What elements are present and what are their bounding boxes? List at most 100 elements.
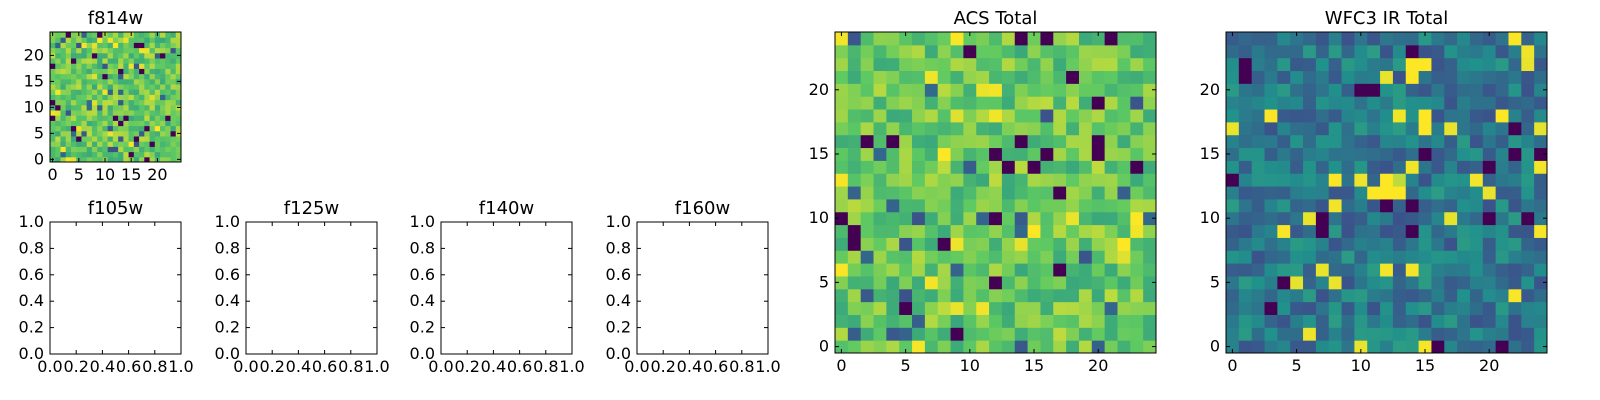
heatmap-cell bbox=[102, 73, 109, 80]
heatmap-cell bbox=[1014, 288, 1029, 303]
heatmap-cell bbox=[97, 47, 103, 54]
heatmap-cell bbox=[1014, 147, 1029, 161]
heatmap-cell bbox=[1130, 288, 1144, 303]
heatmap-cell bbox=[835, 32, 849, 46]
heatmap-cell bbox=[924, 263, 939, 277]
x-tick-label: 0 bbox=[836, 356, 846, 375]
heatmap-cell bbox=[1405, 250, 1420, 264]
heatmap-cell bbox=[175, 58, 182, 64]
heatmap-cell bbox=[1367, 134, 1381, 149]
heatmap-cell bbox=[1508, 340, 1522, 354]
heatmap-cell bbox=[149, 94, 156, 101]
heatmap-cell bbox=[912, 83, 926, 97]
heatmap-cell bbox=[102, 47, 109, 54]
heatmap-cell bbox=[170, 84, 177, 90]
heatmap-cell bbox=[1290, 198, 1304, 213]
heatmap-cell bbox=[1534, 211, 1548, 226]
heatmap-cell bbox=[912, 263, 926, 277]
heatmap-cell bbox=[1238, 160, 1253, 174]
heatmap-cell bbox=[1078, 275, 1093, 290]
heatmap-cell bbox=[989, 340, 1003, 354]
heatmap-cell bbox=[1117, 250, 1131, 264]
heatmap-cell bbox=[1418, 340, 1432, 354]
heatmap-cell bbox=[128, 42, 135, 49]
heatmap-cell bbox=[912, 186, 926, 200]
heatmap-cell bbox=[86, 146, 93, 153]
heatmap-cell bbox=[1495, 147, 1509, 161]
heatmap-cell bbox=[1367, 96, 1381, 110]
heatmap-cell bbox=[149, 58, 156, 64]
heatmap-cell bbox=[1457, 109, 1471, 123]
heatmap-cell bbox=[170, 99, 177, 106]
heatmap-cell bbox=[1027, 160, 1041, 174]
heatmap-cell bbox=[107, 37, 114, 43]
heatmap-cell bbox=[60, 151, 67, 158]
heatmap-cell bbox=[1495, 160, 1509, 174]
heatmap-cell bbox=[1444, 121, 1458, 136]
heatmap-cell bbox=[899, 134, 913, 149]
heatmap-cell bbox=[1091, 237, 1106, 251]
heatmap-cell bbox=[112, 146, 119, 153]
heatmap-cell bbox=[1226, 250, 1240, 264]
heatmap-cell bbox=[937, 173, 952, 187]
heatmap-cell bbox=[70, 94, 77, 101]
heatmap-cell bbox=[1341, 32, 1355, 46]
heatmap-cell bbox=[86, 94, 93, 101]
heatmap-cell bbox=[1290, 301, 1304, 315]
heatmap-cell bbox=[1431, 224, 1445, 238]
heatmap-cell bbox=[1264, 121, 1278, 136]
heatmap-cell bbox=[1341, 250, 1355, 264]
heatmap-cell bbox=[1277, 70, 1291, 84]
heatmap-cell bbox=[860, 237, 875, 251]
heatmap-cell bbox=[1341, 173, 1355, 187]
heatmap-cell bbox=[1078, 44, 1093, 59]
heatmap-cell bbox=[154, 73, 161, 80]
heatmap-cell bbox=[860, 147, 875, 161]
heatmap-cell bbox=[165, 156, 172, 163]
heatmap-cell bbox=[107, 52, 114, 59]
heatmap-cell bbox=[860, 198, 875, 213]
heatmap-cell bbox=[70, 78, 77, 85]
heatmap-cell bbox=[76, 120, 82, 127]
heatmap-cell bbox=[924, 340, 939, 354]
heatmap-cell bbox=[1277, 57, 1291, 72]
heatmap-cell bbox=[65, 47, 72, 54]
heatmap-cell bbox=[149, 125, 156, 132]
heatmap-cell bbox=[1444, 96, 1458, 110]
heatmap-cell bbox=[133, 42, 140, 49]
heatmap-cell bbox=[860, 173, 875, 187]
heatmap-cell bbox=[60, 58, 67, 64]
heatmap-cell bbox=[963, 44, 977, 59]
heatmap-cell bbox=[1457, 147, 1471, 161]
heatmap-cell bbox=[1117, 237, 1131, 251]
heatmap-cell bbox=[91, 58, 98, 64]
heatmap-cell bbox=[912, 32, 926, 46]
heatmap-cell bbox=[175, 63, 182, 69]
heatmap-cell bbox=[123, 32, 130, 38]
heatmap-cell bbox=[1001, 250, 1016, 264]
panel-title-f105w: f105w bbox=[88, 198, 143, 219]
heatmap-cell bbox=[60, 120, 67, 127]
heatmap-cell bbox=[123, 89, 130, 95]
heatmap-cell bbox=[154, 68, 161, 75]
heatmap-cell bbox=[149, 110, 156, 116]
heatmap-cell bbox=[835, 275, 849, 290]
heatmap-cell bbox=[1117, 134, 1131, 149]
heatmap-cell bbox=[1251, 301, 1266, 315]
heatmap-cell bbox=[1143, 96, 1157, 110]
heatmap-cell bbox=[97, 141, 103, 147]
heatmap-cell bbox=[1341, 121, 1355, 136]
heatmap-cell bbox=[1315, 224, 1330, 238]
heatmap-cell bbox=[97, 42, 103, 49]
heatmap-cell bbox=[1264, 224, 1278, 238]
x-tick-label: 0.4 bbox=[286, 357, 311, 376]
heatmap-cell bbox=[1354, 250, 1368, 264]
heatmap-cell bbox=[1066, 237, 1080, 251]
heatmap-cell bbox=[86, 130, 93, 137]
heatmap-cell bbox=[107, 141, 114, 147]
heatmap-cell bbox=[1495, 198, 1509, 213]
heatmap-cell bbox=[1303, 314, 1317, 328]
heatmap-cell bbox=[154, 115, 161, 121]
heatmap-cell bbox=[950, 44, 964, 59]
